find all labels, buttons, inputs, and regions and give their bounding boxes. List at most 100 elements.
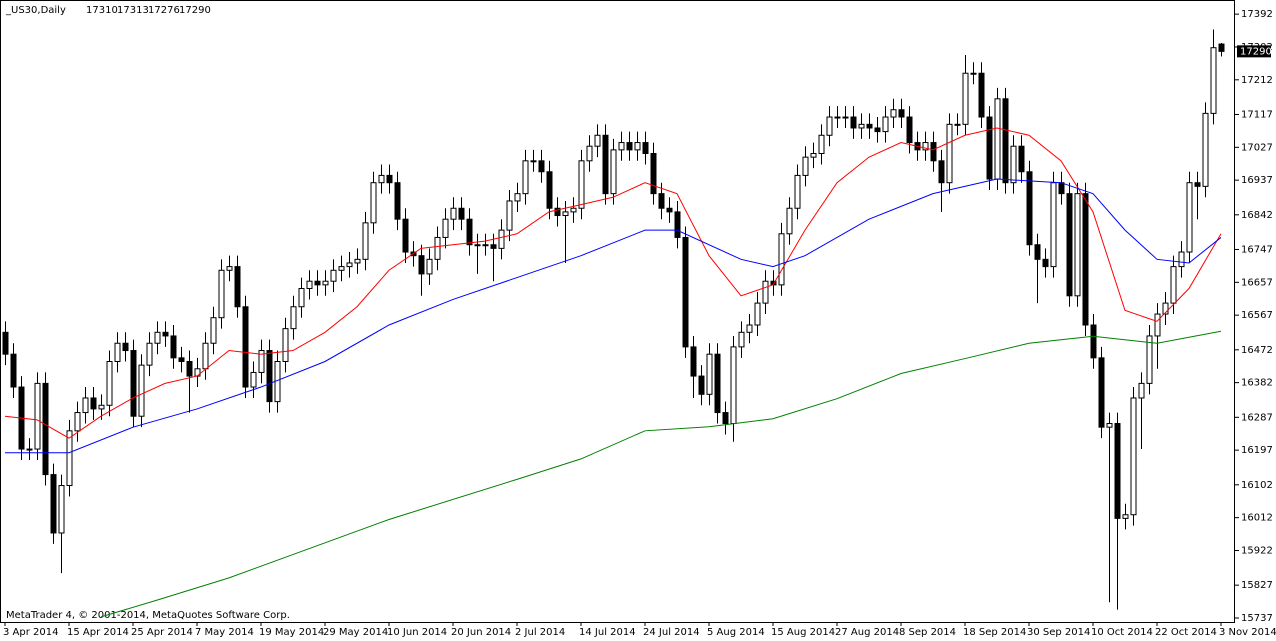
candle-body xyxy=(1098,357,1105,428)
candle-body xyxy=(402,218,409,253)
candle-body xyxy=(786,207,793,235)
candle-body xyxy=(1178,251,1185,268)
candle-body xyxy=(738,331,745,348)
candle-body xyxy=(690,346,697,377)
y-tick-label: 16012 xyxy=(1241,513,1273,524)
ohlc-low: 17276 xyxy=(148,5,180,16)
candle-body xyxy=(186,360,193,377)
candle-body xyxy=(746,324,753,333)
candle-body xyxy=(826,116,833,136)
candle-body xyxy=(674,211,681,238)
y-tick-label: 16937 xyxy=(1241,175,1273,186)
candle-body xyxy=(114,342,121,362)
candle-body xyxy=(210,317,217,344)
candle-body xyxy=(626,142,633,151)
candle-body xyxy=(1074,193,1081,297)
x-tick-label: 24 Jul 2014 xyxy=(643,627,700,638)
candle-body xyxy=(290,306,297,330)
candle-body xyxy=(610,149,617,195)
chart-title: _US30,Daily xyxy=(5,5,66,16)
candle-body xyxy=(930,142,937,162)
candle-body xyxy=(1050,182,1057,268)
candle-body xyxy=(898,109,905,118)
candle-body xyxy=(90,397,97,410)
candle-body xyxy=(1210,47,1217,114)
candle-body xyxy=(1138,382,1145,399)
y-tick-label: 16842 xyxy=(1241,210,1273,221)
candle-body xyxy=(194,368,201,377)
candle-body xyxy=(986,116,993,180)
price-tag-label: 17290 xyxy=(1240,46,1272,57)
candle-body xyxy=(842,116,849,119)
candle-body xyxy=(282,328,289,362)
candle-body xyxy=(1146,335,1153,384)
x-tick-label: 15 Aug 2014 xyxy=(771,627,835,638)
watermark: MetaTrader 4, © 2001-2014, MetaQuotes So… xyxy=(6,610,290,621)
candle-body xyxy=(922,142,929,151)
candle-body xyxy=(178,357,185,362)
candle-body xyxy=(530,160,537,163)
candle-body xyxy=(1114,423,1121,519)
candle-body xyxy=(1162,302,1169,315)
candle-body xyxy=(490,244,497,249)
candle-body xyxy=(306,280,313,290)
candle-body xyxy=(642,142,649,155)
candle-body xyxy=(586,145,593,162)
candle-body xyxy=(218,269,225,319)
candle-body xyxy=(882,116,889,133)
y-tick-label: 17212 xyxy=(1241,75,1273,86)
candle-body xyxy=(778,233,785,286)
x-tick-label: 22 Oct 2014 xyxy=(1155,627,1217,638)
moving-average xyxy=(5,178,1222,454)
candle-body xyxy=(122,342,129,352)
candle-body xyxy=(34,382,41,450)
x-tick-label: 19 May 2014 xyxy=(259,627,324,638)
candle-body xyxy=(810,153,817,158)
candle-body xyxy=(682,236,689,348)
candle-body xyxy=(714,353,721,414)
x-tick-label: 25 Apr 2014 xyxy=(131,627,193,638)
x-tick-label: 3 Nov 2014 xyxy=(1219,627,1276,638)
candle-body xyxy=(266,350,273,403)
y-tick-label: 17027 xyxy=(1241,142,1273,153)
y-tick-label: 15922 xyxy=(1241,545,1273,556)
candle-body xyxy=(1010,145,1017,184)
candle-body xyxy=(50,474,57,534)
candle-body xyxy=(354,258,361,264)
y-tick-label: 16472 xyxy=(1241,345,1273,356)
candle-body xyxy=(378,174,385,184)
candle-body xyxy=(1018,145,1025,173)
candle-body xyxy=(834,116,841,119)
candle-body xyxy=(322,280,329,286)
candle-body xyxy=(458,207,465,220)
candle-body xyxy=(970,72,977,75)
x-tick-label: 29 May 2014 xyxy=(323,627,388,638)
candle-body xyxy=(74,412,81,432)
candle-body xyxy=(418,255,425,275)
candle-body xyxy=(426,258,433,275)
x-tick-label: 3 Apr 2014 xyxy=(3,627,58,638)
candle-body xyxy=(1186,182,1193,253)
candle-body xyxy=(1026,171,1033,246)
candle-body xyxy=(818,134,825,155)
candle-body xyxy=(1034,244,1041,260)
candle-body xyxy=(858,123,865,129)
candle-body xyxy=(874,127,881,133)
candle-body xyxy=(138,364,145,417)
x-tick-label: 18 Sep 2014 xyxy=(963,627,1026,638)
candle-body xyxy=(298,288,305,308)
candle-body xyxy=(1122,514,1129,519)
candle-body xyxy=(666,207,673,213)
candle-body xyxy=(938,160,945,184)
candle-body xyxy=(850,116,857,129)
x-tick-label: 15 Apr 2014 xyxy=(67,627,129,638)
candle-body xyxy=(514,193,521,202)
candle-body xyxy=(82,397,89,414)
x-tick-label: 30 Sep 2014 xyxy=(1027,627,1090,638)
candle-body xyxy=(394,182,401,220)
ohlc-open: 17310 xyxy=(86,5,118,16)
candle-body xyxy=(434,236,441,260)
x-tick-label: 7 May 2014 xyxy=(195,627,254,638)
candle-body xyxy=(154,331,161,344)
